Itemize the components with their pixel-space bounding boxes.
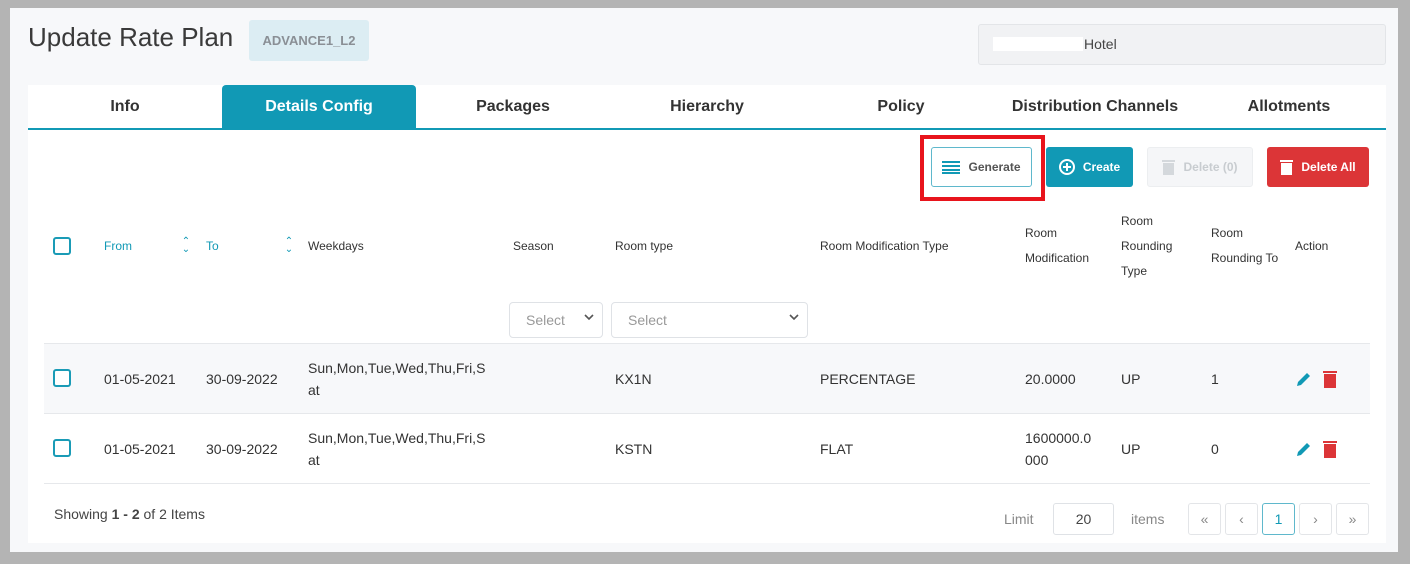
- trash-icon: [1280, 160, 1294, 175]
- column-header-weekdays: Weekdays: [308, 239, 364, 253]
- edit-pencil-icon[interactable]: [1295, 370, 1313, 388]
- column-header-action: Action: [1295, 239, 1329, 253]
- next-page-button[interactable]: ›: [1299, 503, 1332, 535]
- room-type-filter-select[interactable]: Select: [611, 302, 808, 338]
- column-header-season: Season: [513, 239, 554, 253]
- weekdays-line: Sun,Mon,Tue,Wed,Thu,Fri,S: [308, 430, 486, 446]
- row-checkbox[interactable]: [53, 439, 71, 457]
- modification-line: 1600000.0: [1025, 430, 1092, 446]
- cell-room-modification-type: FLAT: [820, 441, 854, 457]
- page: Update Rate Plan ADVANCE1_L2 Hotel Info …: [10, 8, 1398, 552]
- cell-rounding-type: UP: [1121, 371, 1141, 387]
- edit-pencil-icon[interactable]: [1295, 440, 1313, 458]
- modification-line: 000: [1025, 452, 1049, 468]
- header-line: Rounding To: [1211, 251, 1279, 265]
- hotel-label: Hotel: [1084, 36, 1117, 52]
- list-icon: [942, 161, 961, 174]
- plus-circle-icon: [1058, 159, 1075, 175]
- weekdays-line: at: [308, 452, 320, 468]
- delete-all-button[interactable]: Delete All: [1267, 147, 1369, 187]
- tab-allotments[interactable]: Allotments: [1247, 97, 1331, 115]
- tab-hierarchy[interactable]: Hierarchy: [670, 97, 744, 115]
- showing-summary: Showing 1 - 2 of 2 Items: [54, 506, 205, 522]
- delete-selected-button[interactable]: Delete (0): [1147, 147, 1253, 187]
- header-line: Rounding: [1121, 239, 1173, 253]
- hotel-selector[interactable]: Hotel: [978, 24, 1386, 65]
- column-header-to[interactable]: To: [206, 239, 219, 253]
- header-line: Modification: [1025, 251, 1090, 265]
- delete-trash-icon[interactable]: [1323, 370, 1337, 388]
- table-bottom-divider: [44, 483, 1370, 484]
- cell-weekdays: Sun,Mon,Tue,Wed,Thu,Fri,S at: [308, 427, 485, 471]
- tab-policy[interactable]: Policy: [877, 97, 925, 115]
- header-line: Type: [1121, 264, 1148, 278]
- cell-weekdays: Sun,Mon,Tue,Wed,Thu,Fri,S at: [308, 357, 485, 401]
- page-1-button[interactable]: 1: [1262, 503, 1295, 535]
- tab-distribution-channels[interactable]: Distribution Channels: [1011, 97, 1179, 115]
- table-row: 01-05-2021 30-09-2022 Sun,Mon,Tue,Wed,Th…: [44, 343, 1370, 413]
- page-title: Update Rate Plan: [28, 22, 234, 52]
- trash-icon: [1162, 160, 1176, 175]
- prev-page-button[interactable]: ‹: [1225, 503, 1258, 535]
- limit-label: Limit: [1004, 511, 1034, 527]
- showing-range: 1 - 2: [111, 506, 140, 522]
- weekdays-line: Sun,Mon,Tue,Wed,Thu,Fri,S: [308, 360, 486, 376]
- cell-rounding-to: 1: [1211, 371, 1219, 387]
- column-header-room-modification-type: Room Modification Type: [820, 239, 949, 253]
- season-filter-placeholder: Select: [526, 312, 565, 328]
- cell-room-modification: 1600000.0 000: [1025, 427, 1091, 471]
- sort-icon[interactable]: ⌃ ⌄: [181, 236, 191, 255]
- tab-info[interactable]: Info: [110, 97, 140, 115]
- cell-rounding-to: 0: [1211, 441, 1219, 457]
- row-checkbox[interactable]: [53, 369, 71, 387]
- last-page-button[interactable]: »: [1336, 503, 1369, 535]
- select-all-checkbox[interactable]: [53, 237, 71, 255]
- season-filter-select[interactable]: Select: [509, 302, 603, 338]
- create-button[interactable]: Create: [1046, 147, 1133, 187]
- column-header-room-rounding-type: Room Rounding Type: [1121, 209, 1172, 284]
- column-header-room-modification: Room Modification: [1025, 221, 1089, 271]
- delete-selected-label: Delete (0): [1183, 160, 1238, 174]
- generate-button[interactable]: Generate: [931, 147, 1032, 187]
- delete-all-label: Delete All: [1301, 160, 1356, 174]
- showing-prefix: Showing: [54, 506, 112, 522]
- cell-room-modification-type: PERCENTAGE: [820, 371, 916, 387]
- cell-from: 01-05-2021: [104, 371, 176, 387]
- cell-to: 30-09-2022: [206, 441, 278, 457]
- cell-rounding-type: UP: [1121, 441, 1141, 457]
- details-card: Info Details Config Packages Hierarchy P…: [28, 85, 1386, 543]
- highlight-box: [920, 135, 1045, 201]
- column-header-room-type: Room type: [615, 239, 674, 253]
- delete-trash-icon[interactable]: [1323, 440, 1337, 458]
- tab-details-config[interactable]: Details Config: [222, 85, 416, 128]
- generate-label: Generate: [968, 160, 1021, 174]
- cell-room-type: KX1N: [615, 371, 652, 387]
- sort-icon[interactable]: ⌃ ⌄: [284, 236, 294, 255]
- redacted-hotel-name: [993, 37, 1083, 51]
- first-page-button[interactable]: «: [1188, 503, 1221, 535]
- items-label: items: [1131, 511, 1165, 527]
- header-line: Room: [1121, 214, 1154, 228]
- tab-packages[interactable]: Packages: [476, 97, 550, 115]
- limit-input[interactable]: 20: [1053, 503, 1114, 535]
- chevron-down-icon: [584, 314, 594, 321]
- cell-from: 01-05-2021: [104, 441, 176, 457]
- cell-to: 30-09-2022: [206, 371, 278, 387]
- tab-bar: Info Details Config Packages Hierarchy P…: [28, 85, 1386, 130]
- header-line: Room: [1025, 226, 1058, 240]
- column-header-room-rounding-to: Room Rounding To: [1211, 221, 1278, 271]
- weekdays-line: at: [308, 382, 320, 398]
- cell-room-modification: 20.0000: [1025, 371, 1076, 387]
- cell-room-type: KSTN: [615, 441, 653, 457]
- create-label: Create: [1082, 160, 1121, 174]
- chevron-down-icon: [789, 314, 799, 321]
- showing-suffix: of 2 Items: [139, 506, 205, 522]
- header-line: Room: [1211, 226, 1244, 240]
- room-type-filter-placeholder: Select: [628, 312, 667, 328]
- rate-plan-code-badge: ADVANCE1_L2: [249, 20, 369, 61]
- column-header-from[interactable]: From: [104, 239, 132, 253]
- table-row: 01-05-2021 30-09-2022 Sun,Mon,Tue,Wed,Th…: [44, 413, 1370, 483]
